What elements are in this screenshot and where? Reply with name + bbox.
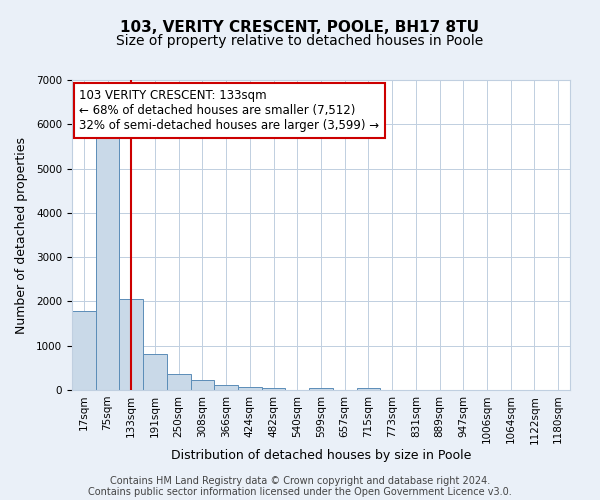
Text: Size of property relative to detached houses in Poole: Size of property relative to detached ho… xyxy=(116,34,484,48)
Bar xyxy=(309,388,333,390)
Bar xyxy=(356,388,380,390)
Text: Contains public sector information licensed under the Open Government Licence v3: Contains public sector information licen… xyxy=(88,487,512,497)
Y-axis label: Number of detached properties: Number of detached properties xyxy=(15,136,28,334)
Bar xyxy=(143,354,167,390)
Bar xyxy=(119,299,143,390)
Text: 103 VERITY CRESCENT: 133sqm
← 68% of detached houses are smaller (7,512)
32% of : 103 VERITY CRESCENT: 133sqm ← 68% of det… xyxy=(79,90,380,132)
Bar xyxy=(238,388,262,390)
X-axis label: Distribution of detached houses by size in Poole: Distribution of detached houses by size … xyxy=(171,449,471,462)
Text: 103, VERITY CRESCENT, POOLE, BH17 8TU: 103, VERITY CRESCENT, POOLE, BH17 8TU xyxy=(121,20,479,35)
Bar xyxy=(191,380,214,390)
Bar xyxy=(72,311,96,390)
Bar xyxy=(214,385,238,390)
Bar xyxy=(96,136,119,390)
Bar xyxy=(167,374,191,390)
Bar xyxy=(262,388,286,390)
Text: Contains HM Land Registry data © Crown copyright and database right 2024.: Contains HM Land Registry data © Crown c… xyxy=(110,476,490,486)
